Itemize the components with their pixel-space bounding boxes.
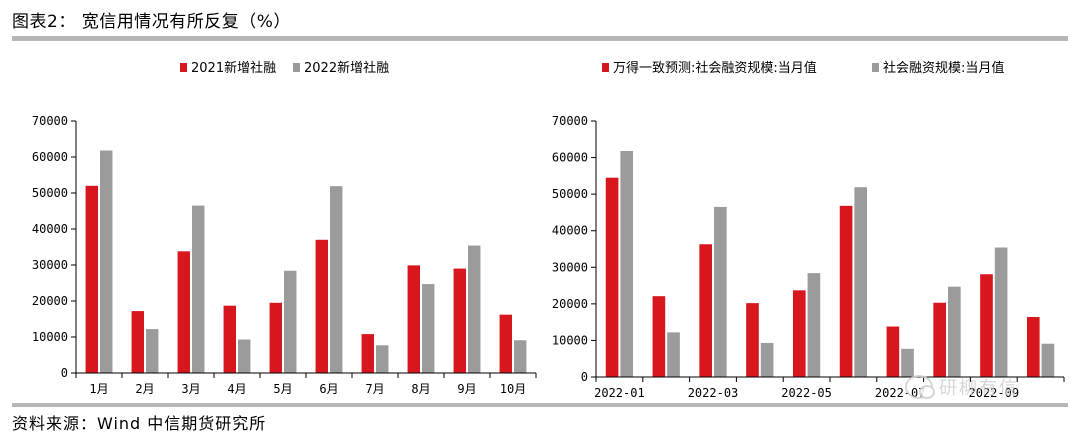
bar-red [886,326,900,377]
y-tick-label: 30000 [32,258,68,272]
x-tick-label: 10月 [500,382,526,396]
chart-new-social-financing: 2021新增社融 2022新增社融 0 10000 20000 30000 40000 500… [32,60,537,396]
bar-gray [994,247,1008,377]
legend-swatch [180,63,187,72]
bar-red [792,290,806,377]
legend-label: 社会融资规模:当月值 [883,60,1004,76]
bar-gray [146,329,159,373]
figure-title: 图表2： 宽信用情况有所反复（%） [12,12,291,32]
bar-red [746,303,759,377]
x-tick-label: 6月 [319,382,338,396]
watermark-text: 研柳有信 [939,378,1019,399]
bar-gray [667,332,680,377]
bar-red [223,305,236,373]
legend-swatch [293,63,300,72]
bar-gray [422,284,435,373]
legend-label: 2022新增社融 [304,60,389,76]
x-tick-label: 2022-03 [688,386,739,400]
bar-red [605,177,619,377]
chart-social-financing-forecast: 万得一致预测:社会融资规模:当月值 社会融资规模:当月值 0 10000 20000 30… [552,60,1065,400]
bar-red [315,239,328,373]
x-tick-label: 4月 [227,382,246,396]
bar-red [652,296,666,377]
bar-red [269,302,282,373]
y-tick-label: 70000 [552,114,588,128]
y-tick-label: 30000 [552,260,588,274]
x-tick-label: 1月 [89,382,108,396]
top-divider [12,36,1068,41]
bar-gray [284,270,297,373]
bar-gray [468,245,481,373]
y-tick-label: 10000 [32,330,68,344]
bar-gray [620,150,634,377]
x-tick-label: 9月 [457,382,476,396]
bar-gray [1041,343,1055,377]
bar-gray [514,340,527,373]
bar-red [177,251,190,373]
y-tick-label: 60000 [32,150,68,164]
bar-gray [330,186,343,373]
x-tick-label: 2022-01 [594,386,645,400]
bar-gray [901,348,914,377]
y-tick-label: 50000 [552,187,588,201]
legend-swatch [602,63,609,72]
bar-gray [192,205,205,373]
bar-gray [714,206,727,377]
bar-red [361,334,374,373]
watermark: 研柳有信 [905,374,1019,400]
y-tick-label: 60000 [552,151,588,165]
bar-red [499,314,512,373]
y-tick-label: 20000 [32,294,68,308]
x-tick-label: 7月 [365,382,384,396]
bar-gray [854,187,868,377]
x-tick-label: 2022-05 [781,386,832,400]
y-tick-label: 0 [581,370,588,384]
x-tick-label: 5月 [273,382,292,396]
bar-red [453,268,466,373]
bar-gray [238,339,251,373]
x-tick-label: 2022-09 [969,386,1020,400]
bar-gray [760,342,774,377]
legend-label: 万得一致预测:社会融资规模:当月值 [613,60,817,76]
y-tick-label: 20000 [552,297,588,311]
x-tick-label: 8月 [411,382,430,396]
wechat-icon [905,375,935,399]
bar-red [980,274,993,377]
y-tick-label: 0 [61,366,68,380]
bar-red [699,244,712,377]
bar-gray [807,273,821,377]
y-tick-label: 50000 [32,186,68,200]
y-tick-label: 10000 [552,333,588,347]
bar-gray [100,150,113,373]
bar-red [407,265,420,373]
y-tick-label: 40000 [552,224,588,238]
legend-swatch [872,63,879,72]
bar-red [131,311,144,373]
y-tick-label: 40000 [32,222,68,236]
bar-gray [376,345,389,373]
source-note: 资料来源：Wind 中信期货研究所 [12,414,267,433]
y-tick-label: 70000 [32,114,68,128]
bar-gray [948,286,961,377]
x-tick-label: 2月 [135,382,154,396]
x-tick-label: 3月 [181,382,200,396]
bar-red [1026,317,1040,377]
bar-red [839,205,853,377]
legend-label: 2021新增社融 [191,60,276,76]
bar-red [85,185,98,373]
bottom-divider [12,403,1068,407]
bar-red [933,302,946,377]
